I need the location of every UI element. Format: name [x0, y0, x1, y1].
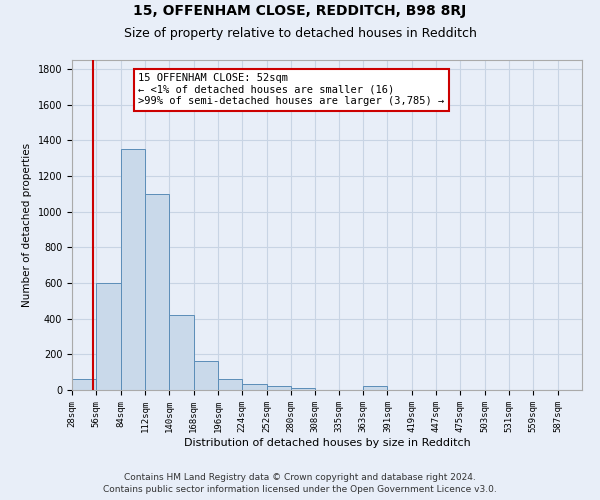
Bar	[291, 388, 315, 390]
Bar	[194, 362, 218, 390]
Bar	[218, 380, 242, 390]
Bar	[242, 384, 266, 390]
Text: Size of property relative to detached houses in Redditch: Size of property relative to detached ho…	[124, 28, 476, 40]
Text: 15, OFFENHAM CLOSE, REDDITCH, B98 8RJ: 15, OFFENHAM CLOSE, REDDITCH, B98 8RJ	[133, 4, 467, 18]
Bar	[266, 386, 291, 390]
Bar	[363, 386, 388, 390]
Text: 15 OFFENHAM CLOSE: 52sqm
← <1% of detached houses are smaller (16)
>99% of semi-: 15 OFFENHAM CLOSE: 52sqm ← <1% of detach…	[139, 73, 445, 106]
Text: Contains HM Land Registry data © Crown copyright and database right 2024.
Contai: Contains HM Land Registry data © Crown c…	[103, 473, 497, 494]
X-axis label: Distribution of detached houses by size in Redditch: Distribution of detached houses by size …	[184, 438, 470, 448]
Bar	[145, 194, 169, 390]
Bar	[121, 149, 145, 390]
Bar	[72, 380, 97, 390]
Bar	[97, 283, 121, 390]
Bar	[169, 315, 194, 390]
Y-axis label: Number of detached properties: Number of detached properties	[22, 143, 32, 307]
